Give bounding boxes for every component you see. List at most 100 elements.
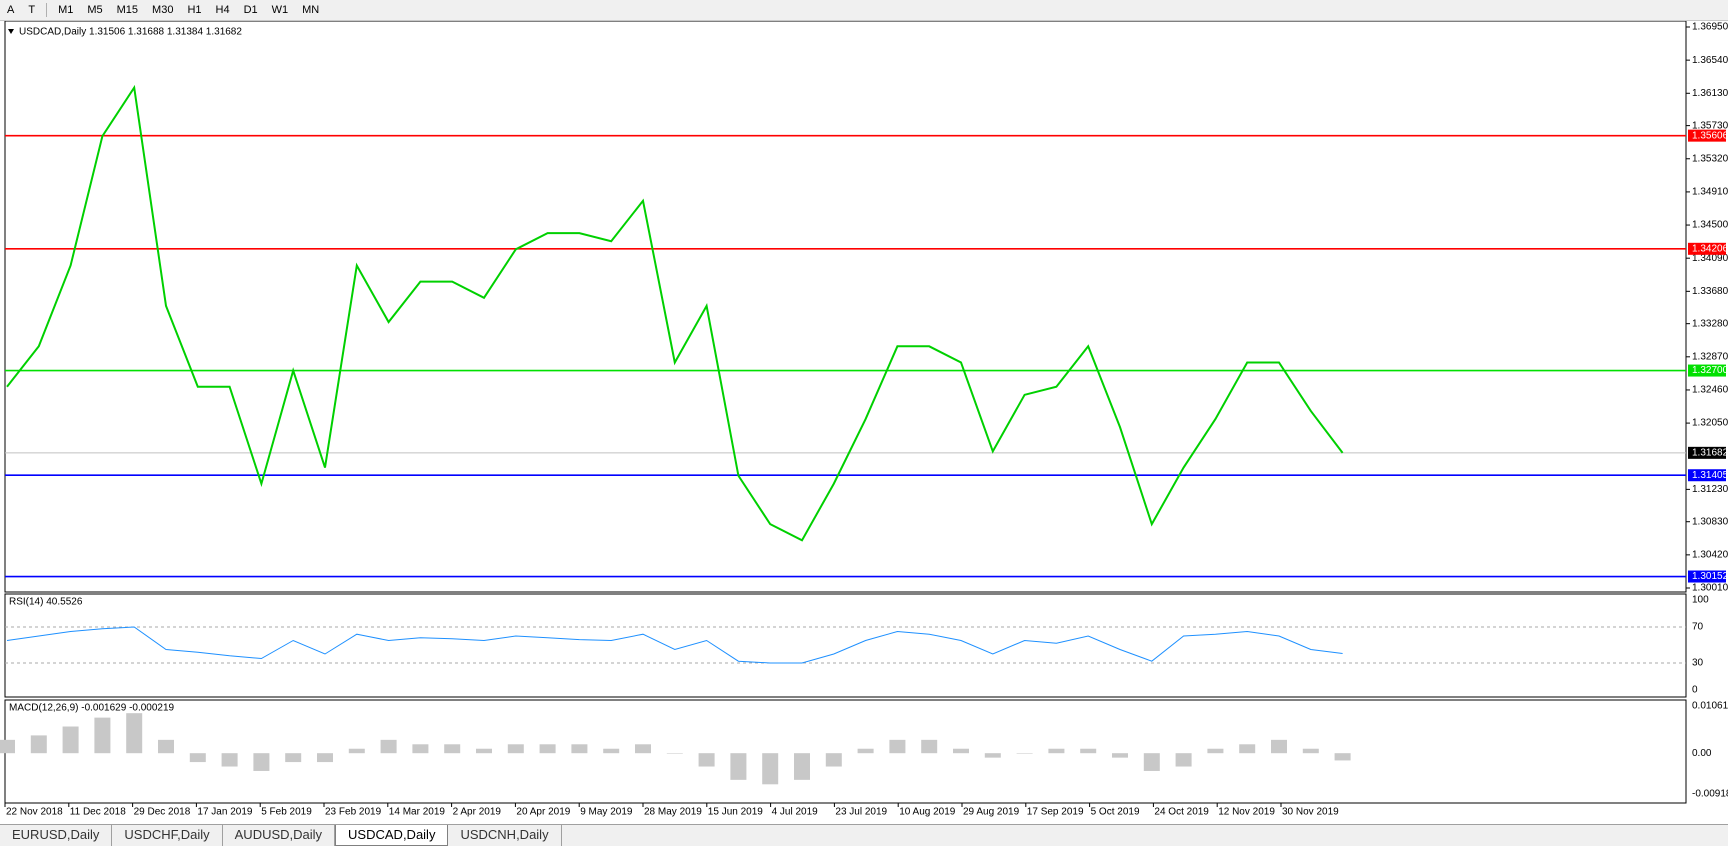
chart-tab[interactable]: EURUSD,Daily xyxy=(0,825,113,846)
tab-bar: EURUSD,Daily USDCHF,Daily AUDUSD,Daily USDC… xyxy=(0,824,1728,846)
date-label: 23 Jul 2019 xyxy=(835,807,887,818)
price-tick-label: 1.36540 xyxy=(1692,55,1728,66)
price-tick-label: 1.36130 xyxy=(1692,88,1728,99)
macd-bar xyxy=(348,748,365,754)
chart-tab[interactable]: AUDUSD,Daily xyxy=(223,825,336,846)
macd-bar xyxy=(730,753,747,780)
tool-button[interactable]: A xyxy=(7,4,15,16)
main-panel xyxy=(4,21,1687,593)
timeframe-button[interactable]: M15 xyxy=(116,4,139,16)
macd-bar xyxy=(825,753,842,767)
rsi-tick-label: 30 xyxy=(1692,658,1704,669)
macd-bar xyxy=(380,739,397,754)
date-label: 15 Jun 2019 xyxy=(708,807,763,818)
date-label: 23 Feb 2019 xyxy=(325,807,382,818)
level-label: 1.32700 xyxy=(1692,365,1728,376)
macd-bar xyxy=(507,744,524,754)
timeframe-button[interactable]: MN xyxy=(302,4,320,16)
macd-bar xyxy=(666,753,683,754)
date-label: 14 Mar 2019 xyxy=(389,807,446,818)
timeframe-button[interactable]: H1 xyxy=(187,4,202,16)
macd-bar xyxy=(539,744,556,754)
price-tick-label: 1.30420 xyxy=(1692,549,1728,560)
date-label: 20 Apr 2019 xyxy=(516,807,570,818)
timeframe-button[interactable]: M30 xyxy=(152,4,174,16)
rsi-tick-label: 0 xyxy=(1692,685,1698,696)
chart-tab[interactable]: USDCHF,Daily xyxy=(112,825,223,846)
price-tick-label: 1.32460 xyxy=(1692,385,1728,396)
macd-bar xyxy=(1112,753,1128,758)
macd-bar xyxy=(1048,748,1065,754)
date-label: 30 Nov 2019 xyxy=(1282,807,1339,818)
macd-bar xyxy=(62,726,79,754)
price-tick-label: 1.34500 xyxy=(1692,220,1728,231)
macd-bar xyxy=(189,753,206,763)
macd-bar xyxy=(412,744,429,754)
price-tick-label: 1.30830 xyxy=(1692,516,1728,527)
chart-header: USDCAD,Daily 1.31506 1.31688 1.31384 1.3… xyxy=(19,27,242,38)
date-label: 9 May 2019 xyxy=(580,807,633,818)
macd-tick-label: 0.00 xyxy=(1692,748,1712,759)
macd-bar xyxy=(571,744,588,754)
macd-bar xyxy=(1207,748,1224,754)
rsi-tick-label: 100 xyxy=(1692,595,1709,606)
date-label: 29 Aug 2019 xyxy=(963,807,1020,818)
date-label: 2 Apr 2019 xyxy=(453,807,502,818)
timeframe-button[interactable]: M1 xyxy=(58,4,74,16)
level-label: 1.30152 xyxy=(1692,571,1728,582)
level-label: 1.34206 xyxy=(1692,243,1728,254)
macd-tick-label: -0.009181 xyxy=(1692,789,1728,800)
date-label: 11 Dec 2018 xyxy=(70,807,126,818)
date-label: 29 Dec 2018 xyxy=(134,807,191,818)
timeframe-button[interactable]: D1 xyxy=(243,4,258,16)
level-label-box xyxy=(1688,242,1726,255)
price-tick-label: 1.33280 xyxy=(1692,318,1728,329)
macd-bar xyxy=(857,748,874,754)
macd-bar xyxy=(635,744,651,754)
macd-bar xyxy=(1302,748,1319,754)
timeframe-button[interactable]: H4 xyxy=(215,4,230,16)
macd-bar xyxy=(444,744,461,754)
macd-header: MACD(12,26,9) -0.001629 -0.000219 xyxy=(9,703,175,714)
macd-bar xyxy=(285,753,302,763)
date-label: 17 Jan 2019 xyxy=(197,807,252,818)
rsi-header: RSI(14) 40.5526 xyxy=(9,597,83,608)
macd-bar xyxy=(921,739,938,754)
price-line xyxy=(6,84,1344,542)
chart-tab[interactable]: USDCAD,Daily xyxy=(335,825,449,846)
level-label-box xyxy=(1688,469,1726,482)
price-tick-label: 1.33680 xyxy=(1692,286,1728,297)
macd-bar xyxy=(0,739,15,754)
rsi-line xyxy=(6,626,1343,664)
level-label-box xyxy=(1688,446,1726,459)
separator xyxy=(46,3,48,17)
macd-bar xyxy=(476,748,492,754)
rsi-panel xyxy=(4,593,1687,698)
date-label: 4 Jul 2019 xyxy=(772,807,819,818)
macd-bar xyxy=(1175,753,1192,767)
macd-bar xyxy=(889,739,906,754)
macd-bar xyxy=(984,753,1001,758)
macd-bar xyxy=(158,739,174,754)
toolbar: A T M1 M5 M15 M30 H1 H4 D1 W1 MN xyxy=(0,0,1728,21)
macd-bar xyxy=(698,753,715,767)
level-label: 1.35606 xyxy=(1692,130,1728,141)
macd-bar xyxy=(317,753,333,763)
date-label: 17 Sep 2019 xyxy=(1027,807,1084,818)
macd-bar xyxy=(1334,753,1351,761)
macd-bar xyxy=(221,753,238,767)
tool-button[interactable]: T xyxy=(28,4,36,16)
price-tick-label: 1.32870 xyxy=(1692,351,1728,362)
price-tick-label: 1.34910 xyxy=(1692,187,1728,198)
macd-bar xyxy=(1239,744,1256,754)
date-label: 5 Feb 2019 xyxy=(261,807,312,818)
price-tick-label: 1.34090 xyxy=(1692,253,1728,264)
timeframe-button[interactable]: M5 xyxy=(87,4,103,16)
macd-tick-label: 0.010615 xyxy=(1692,701,1728,712)
level-label-box xyxy=(1688,364,1726,377)
header-arrow xyxy=(8,29,14,34)
timeframe-button[interactable]: W1 xyxy=(271,4,289,16)
chart-tab[interactable]: USDCNH,Daily xyxy=(448,825,562,846)
level-label: 1.31682 xyxy=(1692,447,1728,458)
chart-window: 1.36950 1.36540 1.36130 1.35730 1.35320 1.349… xyxy=(0,21,1728,818)
